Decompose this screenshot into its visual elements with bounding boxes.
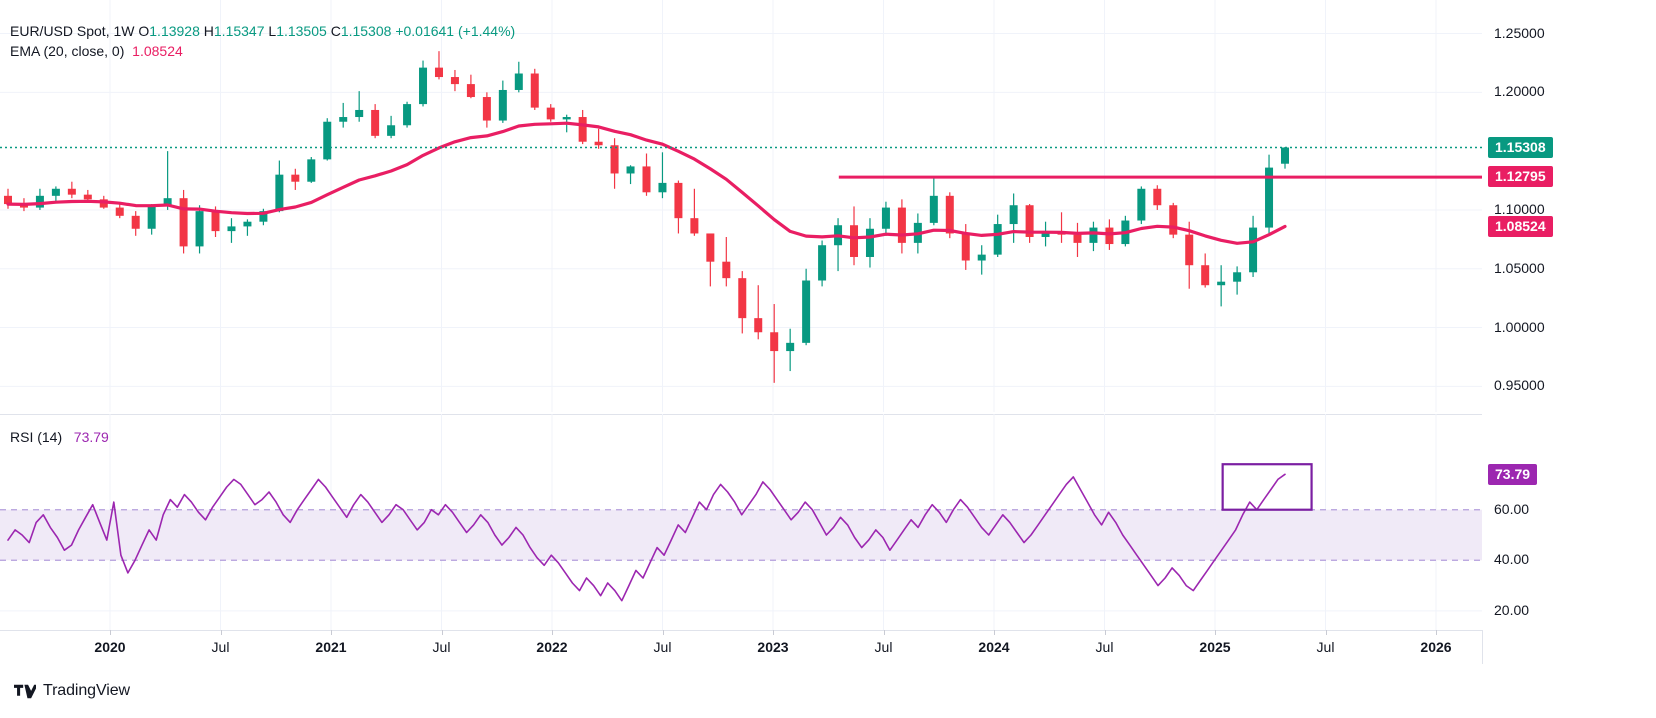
rsi-plot-area[interactable] bbox=[0, 414, 1482, 630]
change-value: +0.01641 (+1.44%) bbox=[395, 23, 516, 39]
resistance-price-badge[interactable]: 1.12795 bbox=[1488, 166, 1553, 188]
low-value: 1.13505 bbox=[276, 23, 327, 39]
footer: TradingView bbox=[0, 672, 1656, 718]
time-axis-tick bbox=[552, 630, 553, 635]
rsi-legend: RSI (14) 73.79 bbox=[10, 428, 109, 447]
price-pane: 0.95000 1.00000 1.05000 1.10000 1.20000 1.250… bbox=[0, 0, 1656, 412]
time-axis-label: Jul bbox=[874, 639, 893, 655]
high-label: H bbox=[203, 23, 214, 39]
rsi-axis[interactable]: 73.79 60.00 40.00 20.00 bbox=[1482, 414, 1656, 630]
rsi-axis-tick: 60.00 bbox=[1494, 500, 1530, 517]
close-label: C bbox=[330, 23, 341, 39]
ema-label: EMA (20, close, 0) bbox=[10, 43, 125, 59]
time-axis-tick bbox=[1436, 630, 1437, 635]
price-axis-tick: 1.10000 bbox=[1494, 200, 1545, 217]
price-axis-tick: 1.25000 bbox=[1494, 24, 1545, 41]
time-axis-tick bbox=[773, 630, 774, 635]
price-axis-tick: 0.95000 bbox=[1494, 377, 1545, 394]
time-axis-tick bbox=[1104, 630, 1106, 635]
time-axis-label: Jul bbox=[1095, 639, 1114, 655]
time-axis-label: 2024 bbox=[978, 639, 1010, 655]
time-axis-border bbox=[0, 630, 1482, 631]
time-axis-tick bbox=[220, 630, 222, 635]
last-price-badge[interactable]: 1.15308 bbox=[1488, 136, 1553, 158]
ema-value: 1.08524 bbox=[132, 43, 183, 59]
price-axis-tick: 1.20000 bbox=[1494, 83, 1545, 100]
time-axis-label: 2025 bbox=[1199, 639, 1231, 655]
time-axis-tick bbox=[110, 630, 111, 635]
ema-price-badge[interactable]: 1.08524 bbox=[1488, 216, 1553, 238]
time-axis-label: Jul bbox=[653, 639, 672, 655]
rsi-value: 73.79 bbox=[73, 429, 109, 445]
time-axis-tick bbox=[1215, 630, 1216, 635]
symbol-label: EUR/USD Spot, 1W bbox=[10, 23, 135, 39]
time-axis-tick bbox=[662, 630, 664, 635]
low-label: L bbox=[268, 23, 277, 39]
time-axis-label: 2023 bbox=[757, 639, 789, 655]
open-value: 1.13928 bbox=[149, 23, 200, 39]
time-axis-tick bbox=[994, 630, 995, 635]
rsi-value-badge[interactable]: 73.79 bbox=[1488, 463, 1538, 485]
time-axis-tick bbox=[1325, 630, 1327, 635]
time-axis-tick bbox=[883, 630, 885, 635]
rsi-axis-tick: 20.00 bbox=[1494, 601, 1530, 618]
time-axis-label: Jul bbox=[432, 639, 451, 655]
close-value: 1.15308 bbox=[340, 23, 392, 39]
time-axis-label: 2026 bbox=[1420, 639, 1452, 655]
tradingview-wordmark: TradingView bbox=[43, 682, 130, 699]
rsi-pane: 73.79 60.00 40.00 20.00 RSI (14) 73.79 bbox=[0, 414, 1656, 630]
pane-separator bbox=[0, 414, 1482, 415]
price-plot-area[interactable] bbox=[0, 0, 1482, 412]
time-axis-label: Jul bbox=[1316, 639, 1335, 655]
high-value: 1.15347 bbox=[213, 23, 265, 39]
price-legend-ohlc: EUR/USD Spot, 1W O1.13928 H1.15347 L1.13… bbox=[10, 22, 515, 41]
time-axis-label: 2022 bbox=[536, 639, 568, 655]
rsi-axis-tick: 40.00 bbox=[1494, 551, 1530, 568]
price-series-svg bbox=[0, 0, 1482, 412]
rsi-label: RSI (14) bbox=[10, 429, 63, 445]
price-axis-tick: 1.00000 bbox=[1494, 318, 1545, 335]
tradingview-mark-icon bbox=[14, 684, 36, 698]
time-axis-tick bbox=[441, 630, 443, 635]
rsi-series-svg bbox=[0, 414, 1482, 630]
time-axis-label: 2020 bbox=[94, 639, 126, 655]
time-axis-label: 2021 bbox=[315, 639, 347, 655]
time-axis-label: Jul bbox=[211, 639, 230, 655]
axis-vertical-separator bbox=[1482, 630, 1483, 664]
time-axis-tick bbox=[331, 630, 332, 635]
price-axis[interactable]: 0.95000 1.00000 1.05000 1.10000 1.20000 1.250… bbox=[1482, 0, 1656, 412]
tradingview-logo[interactable]: TradingView bbox=[14, 682, 130, 700]
price-legend-ema: EMA (20, close, 0) 1.08524 bbox=[10, 42, 183, 61]
open-label: O bbox=[138, 23, 150, 39]
price-axis-tick: 1.05000 bbox=[1494, 259, 1545, 276]
time-axis[interactable]: 2020 Jul 2021 Jul 2022 Jul 2023 Jul 2024 Jul 2025 J… bbox=[0, 630, 1656, 664]
